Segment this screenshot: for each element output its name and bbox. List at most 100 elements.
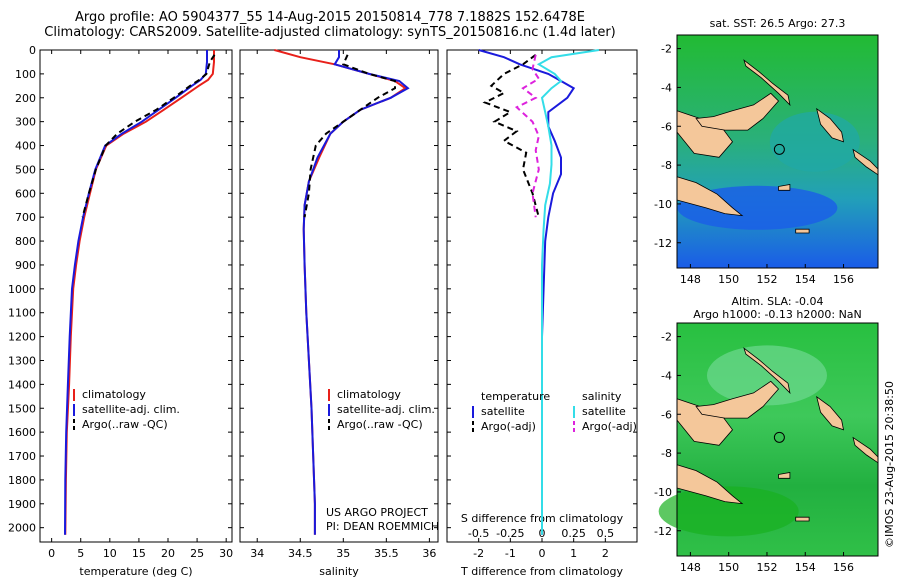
x-tick-label: 2 (602, 547, 609, 560)
legend-entry: satellite-adj. clim. (337, 403, 435, 416)
map-y-tick-label: -8 (661, 447, 672, 460)
x-tick-label: 35.5 (374, 547, 399, 560)
map-y-tick-label: -12 (654, 525, 672, 538)
copyright-label: ©IMOS 23-Aug-2015 20:38:50 (883, 381, 896, 548)
y-tick-label: 1700 (8, 450, 36, 463)
y-tick-label: 500 (15, 163, 36, 176)
map-x-tick-label: 154 (795, 561, 816, 574)
x-tick-label: 20 (161, 547, 175, 560)
y-tick-label: 300 (15, 116, 36, 129)
x-tick-label: 5 (77, 547, 84, 560)
y-tick-label: 1400 (8, 378, 36, 391)
map-x-tick-label: 150 (718, 561, 739, 574)
land-mass (743, 59, 791, 107)
map-y-tick-label: -4 (661, 369, 672, 382)
legend-entry: satellite-adj. clim. (82, 403, 180, 416)
map-x-tick-label: 156 (833, 273, 854, 286)
header-line-2: Climatology: CARS2009. Satellite-adjuste… (44, 25, 616, 40)
legend-entry: satellite (481, 405, 525, 418)
x-axis-label: temperature (deg C) (79, 565, 192, 578)
map-y-tick-label: -4 (661, 81, 672, 94)
legend-entry: satellite (582, 405, 626, 418)
land-mass (676, 176, 744, 217)
map-y-tick-label: -2 (661, 331, 672, 344)
map-x-tick-label: 152 (756, 561, 777, 574)
plot-frame (239, 49, 439, 543)
map-title: Altim. SLA: -0.04 (731, 295, 823, 308)
legend-title-temperature: temperature (481, 390, 550, 403)
series-line-satellite-adj-clim- (302, 50, 410, 535)
map-y-tick-label: -8 (661, 159, 672, 172)
land-mass (778, 184, 791, 191)
legend-entry: Argo(-adj) (582, 420, 637, 433)
land-mass (743, 347, 791, 395)
y-tick-label: 1900 (8, 498, 36, 511)
header-line-1: Argo profile: AO 5904377_55 14-Aug-2015 … (75, 10, 585, 25)
map-y-tick-label: -10 (654, 198, 672, 211)
y-tick-label: 1200 (8, 331, 36, 344)
land-mass (816, 107, 845, 143)
y-tick-label: 2000 (8, 522, 36, 535)
y-tick-label: 700 (15, 211, 36, 224)
y-tick-label: 800 (15, 235, 36, 248)
legend-entry: Argo(..raw -QC) (82, 418, 168, 431)
map-title: sat. SST: 26.5 Argo: 27.3 (710, 17, 846, 30)
land-mass (795, 228, 810, 234)
x-tick-label-top: -0.5 (468, 527, 489, 540)
series-line-salinity-satellite (536, 49, 600, 535)
x-tick-label: -2 (473, 547, 484, 560)
y-tick-label: 1500 (8, 402, 36, 415)
x-tick-label: 25 (190, 547, 204, 560)
project-line-1: US ARGO PROJECT (326, 506, 428, 519)
y-tick-label: 1300 (8, 354, 36, 367)
sla-map-panel: 148 150 152 154 156 -2 -4 -6 -8 -10 -12 Altim. SLA:… (654, 295, 879, 574)
x-tick-label: 34.5 (288, 547, 313, 560)
y-tick-label: 400 (15, 140, 36, 153)
x-tick-label: 0 (48, 547, 55, 560)
series-line-temperature-argo-adj- (482, 53, 540, 218)
land-mass (695, 92, 780, 131)
x-tick-label: 35 (336, 547, 350, 560)
x-tick-label: 34 (250, 547, 264, 560)
argo-position-marker (773, 431, 785, 443)
series-line-argo-raw-qc- (81, 54, 216, 218)
land-mass (795, 516, 810, 522)
series-line-argo-raw-qc- (303, 54, 396, 218)
map-subtitle: Argo h1000: -0.13 h2000: NaN (693, 308, 862, 321)
legend-entry: Argo(-adj) (481, 420, 536, 433)
figure-header: Argo profile: AO 5904377_55 14-Aug-2015 … (0, 10, 660, 40)
map-frame (676, 322, 879, 557)
legend-entry: Argo(..raw -QC) (337, 418, 423, 431)
x-tick-label: 36 (422, 547, 436, 560)
project-line-2: PI: DEAN ROEMMICH (326, 520, 439, 533)
x-tick-label-top: 0.5 (597, 527, 615, 540)
y-tick-label: 1800 (8, 474, 36, 487)
sla-high-patch (706, 345, 827, 406)
land-mass (816, 395, 845, 431)
map-x-tick-label: 150 (718, 273, 739, 286)
legend-title-salinity: salinity (582, 390, 622, 403)
map-frame (676, 34, 879, 269)
x-axis-label: T difference from climatology (460, 565, 623, 578)
y-tick-label: 0 (29, 44, 36, 57)
map-y-tick-label: -10 (654, 486, 672, 499)
x-tick-label: -1 (505, 547, 516, 560)
y-tick-label: 200 (15, 92, 36, 105)
map-y-tick-label: -6 (661, 408, 672, 421)
legend-entry: climatology (337, 388, 401, 401)
x-tick-label: 10 (103, 547, 117, 560)
x-tick-label: 1 (570, 547, 577, 560)
x-tick-label: 0 (539, 547, 546, 560)
series-line-salinity-argo-adj- (514, 54, 541, 218)
salinity-panel: 34 34.5 35 35.5 36 salinity climatology satelli… (239, 49, 439, 578)
plot-frame (39, 49, 233, 543)
sst-map-panel: 148 150 152 154 156 -2 -4 -6 -8 -10 -12 sat. SST: 2… (654, 17, 879, 286)
sla-low-patch (658, 486, 799, 537)
y-tick-label: 1100 (8, 307, 36, 320)
map-y-tick-label: -6 (661, 120, 672, 133)
map-x-tick-label: 154 (795, 273, 816, 286)
land-mass (695, 380, 780, 419)
map-x-tick-label: 148 (680, 561, 701, 574)
y-tick-label: 1000 (8, 283, 36, 296)
